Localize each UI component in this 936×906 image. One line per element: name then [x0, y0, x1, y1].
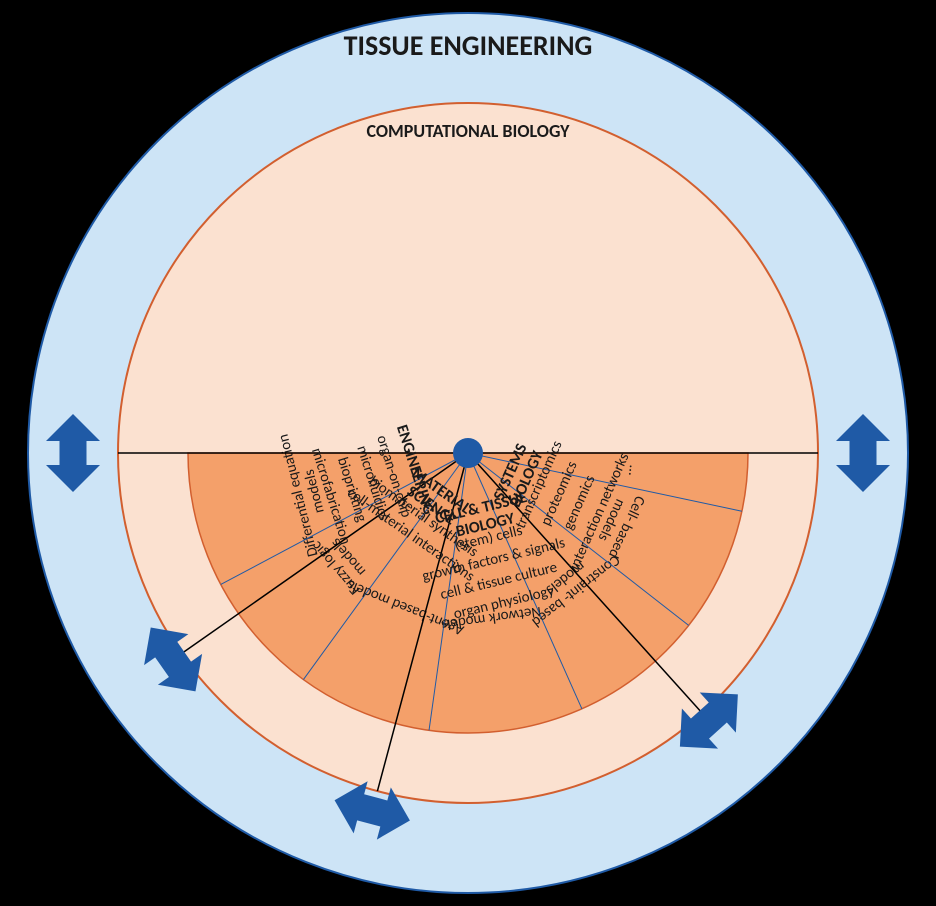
main-title: TISSUE ENGINEERING	[344, 28, 593, 63]
inner-title: COMPUTATIONAL BIOLOGY	[366, 120, 570, 142]
center-dot	[453, 438, 483, 468]
